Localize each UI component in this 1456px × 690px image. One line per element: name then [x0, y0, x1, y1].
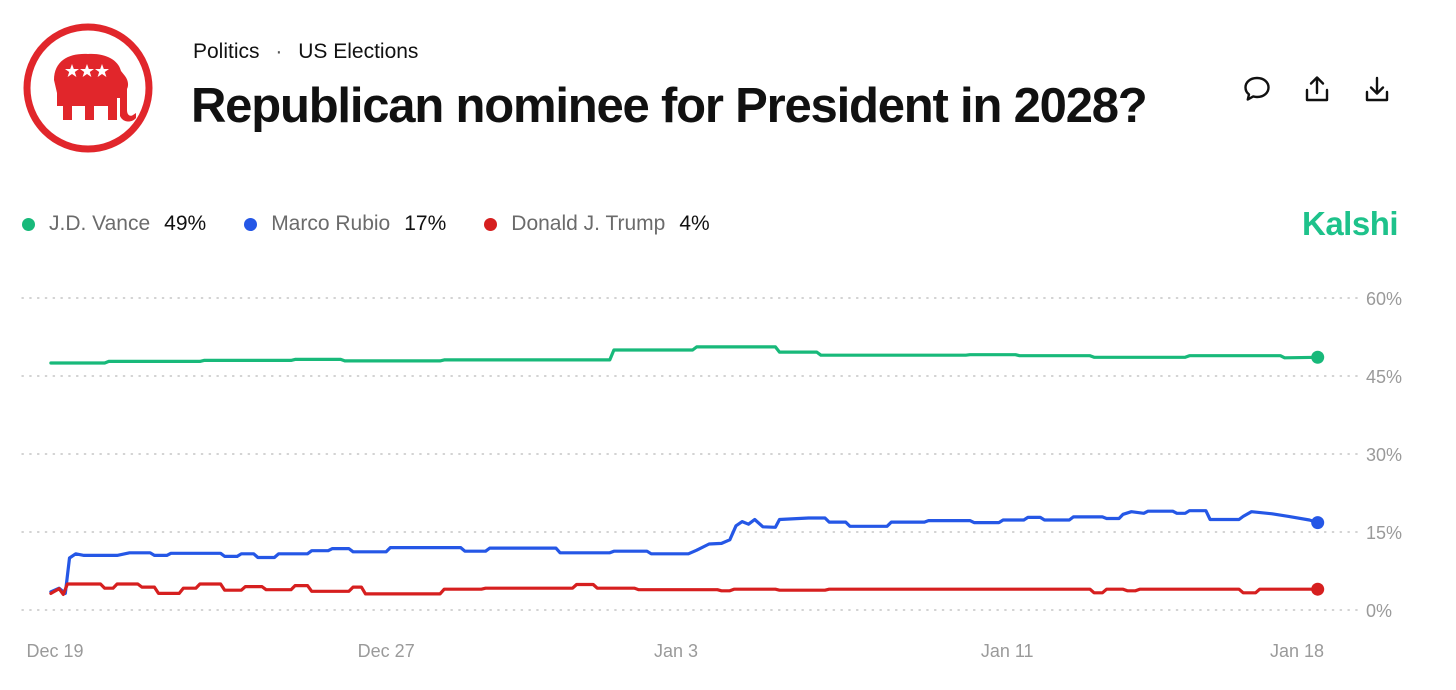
breadcrumb-politics[interactable]: Politics	[193, 40, 260, 63]
x-tick-label: Jan 18	[1270, 641, 1324, 661]
comment-icon	[1244, 76, 1270, 101]
y-tick-label: 60%	[1366, 289, 1402, 309]
legend-value-vance: 49%	[164, 212, 207, 235]
x-tick-label: Jan 3	[654, 641, 698, 661]
legend-name-vance: J.D. Vance	[49, 212, 151, 235]
download-icon	[1365, 76, 1389, 102]
share-icon	[1305, 76, 1329, 102]
series-end-point	[1311, 582, 1325, 596]
x-tick-label: Jan 11	[981, 641, 1034, 661]
legend-dot-vance	[22, 217, 35, 231]
legend-item-trump[interactable]: Donald J. Trump 4%	[484, 212, 710, 236]
series-end-point	[1311, 516, 1325, 530]
legend-name-rubio: Marco Rubio	[271, 212, 391, 235]
legend-name-trump: Donald J. Trump	[511, 212, 666, 235]
series-line	[49, 345, 1320, 365]
series-line	[49, 509, 1320, 595]
page-title: Republican nominee for President in 2028…	[191, 79, 1148, 133]
x-tick-label: Dec 27	[358, 641, 415, 661]
download-button[interactable]	[1360, 72, 1394, 106]
legend-dot-rubio	[244, 217, 258, 231]
comment-button[interactable]	[1240, 72, 1274, 106]
x-tick-label: Dec 19	[26, 641, 83, 661]
legend-value-rubio: 17%	[404, 212, 447, 235]
chart-legend: J.D. Vance 49% Marco Rubio 17% Donald J.…	[22, 212, 748, 236]
kalshi-brand-logo: Kalshi	[1302, 205, 1399, 242]
share-button[interactable]	[1300, 72, 1334, 106]
line-chart: 0% 15% 30% 45% 60% Dec 19 Dec 27 Jan 3 Jan 11 Jan…	[21, 289, 1402, 661]
legend-item-rubio[interactable]: Marco Rubio 17%	[244, 212, 446, 236]
legend-value-trump: 4%	[679, 212, 710, 235]
y-tick-label: 0%	[1366, 601, 1392, 621]
legend-item-vance[interactable]: J.D. Vance 49%	[22, 212, 206, 236]
breadcrumb-us-elections[interactable]: US Elections	[298, 40, 419, 63]
republican-elephant-logo	[22, 22, 154, 154]
breadcrumb: Politics · US Elections	[193, 40, 418, 64]
series-end-point	[1311, 350, 1325, 364]
y-tick-label: 30%	[1366, 445, 1402, 465]
breadcrumb-separator: ·	[275, 40, 283, 63]
legend-dot-trump	[484, 217, 498, 231]
series-line	[49, 582, 1320, 596]
y-tick-label: 15%	[1366, 523, 1402, 543]
y-tick-label: 45%	[1366, 367, 1402, 387]
action-toolbar	[1240, 72, 1394, 106]
